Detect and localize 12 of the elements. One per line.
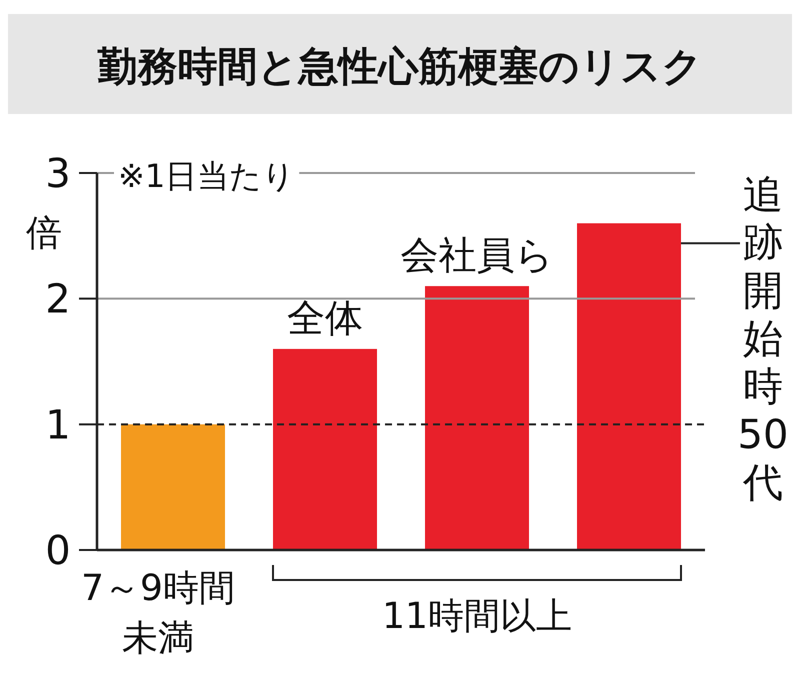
chart-title: 勤務時間と急性心筋梗塞のリスク	[96, 44, 702, 90]
y-tick-label: 0	[45, 528, 71, 574]
y-tick-label: 2	[45, 276, 71, 323]
x-tick-label: 会社員ら	[400, 233, 554, 278]
y-tick-label: 1	[45, 402, 71, 448]
x-tick-label: 7～9時間未満	[81, 568, 235, 659]
y-tick-label: 3	[45, 151, 71, 197]
text: 11時間以上	[382, 596, 572, 637]
x-tick-label: 全体	[287, 296, 363, 340]
annotation: ※1日当たり	[118, 157, 296, 195]
y-axis-title: 倍	[26, 213, 62, 254]
text: 追跡開始時50代	[738, 172, 788, 506]
